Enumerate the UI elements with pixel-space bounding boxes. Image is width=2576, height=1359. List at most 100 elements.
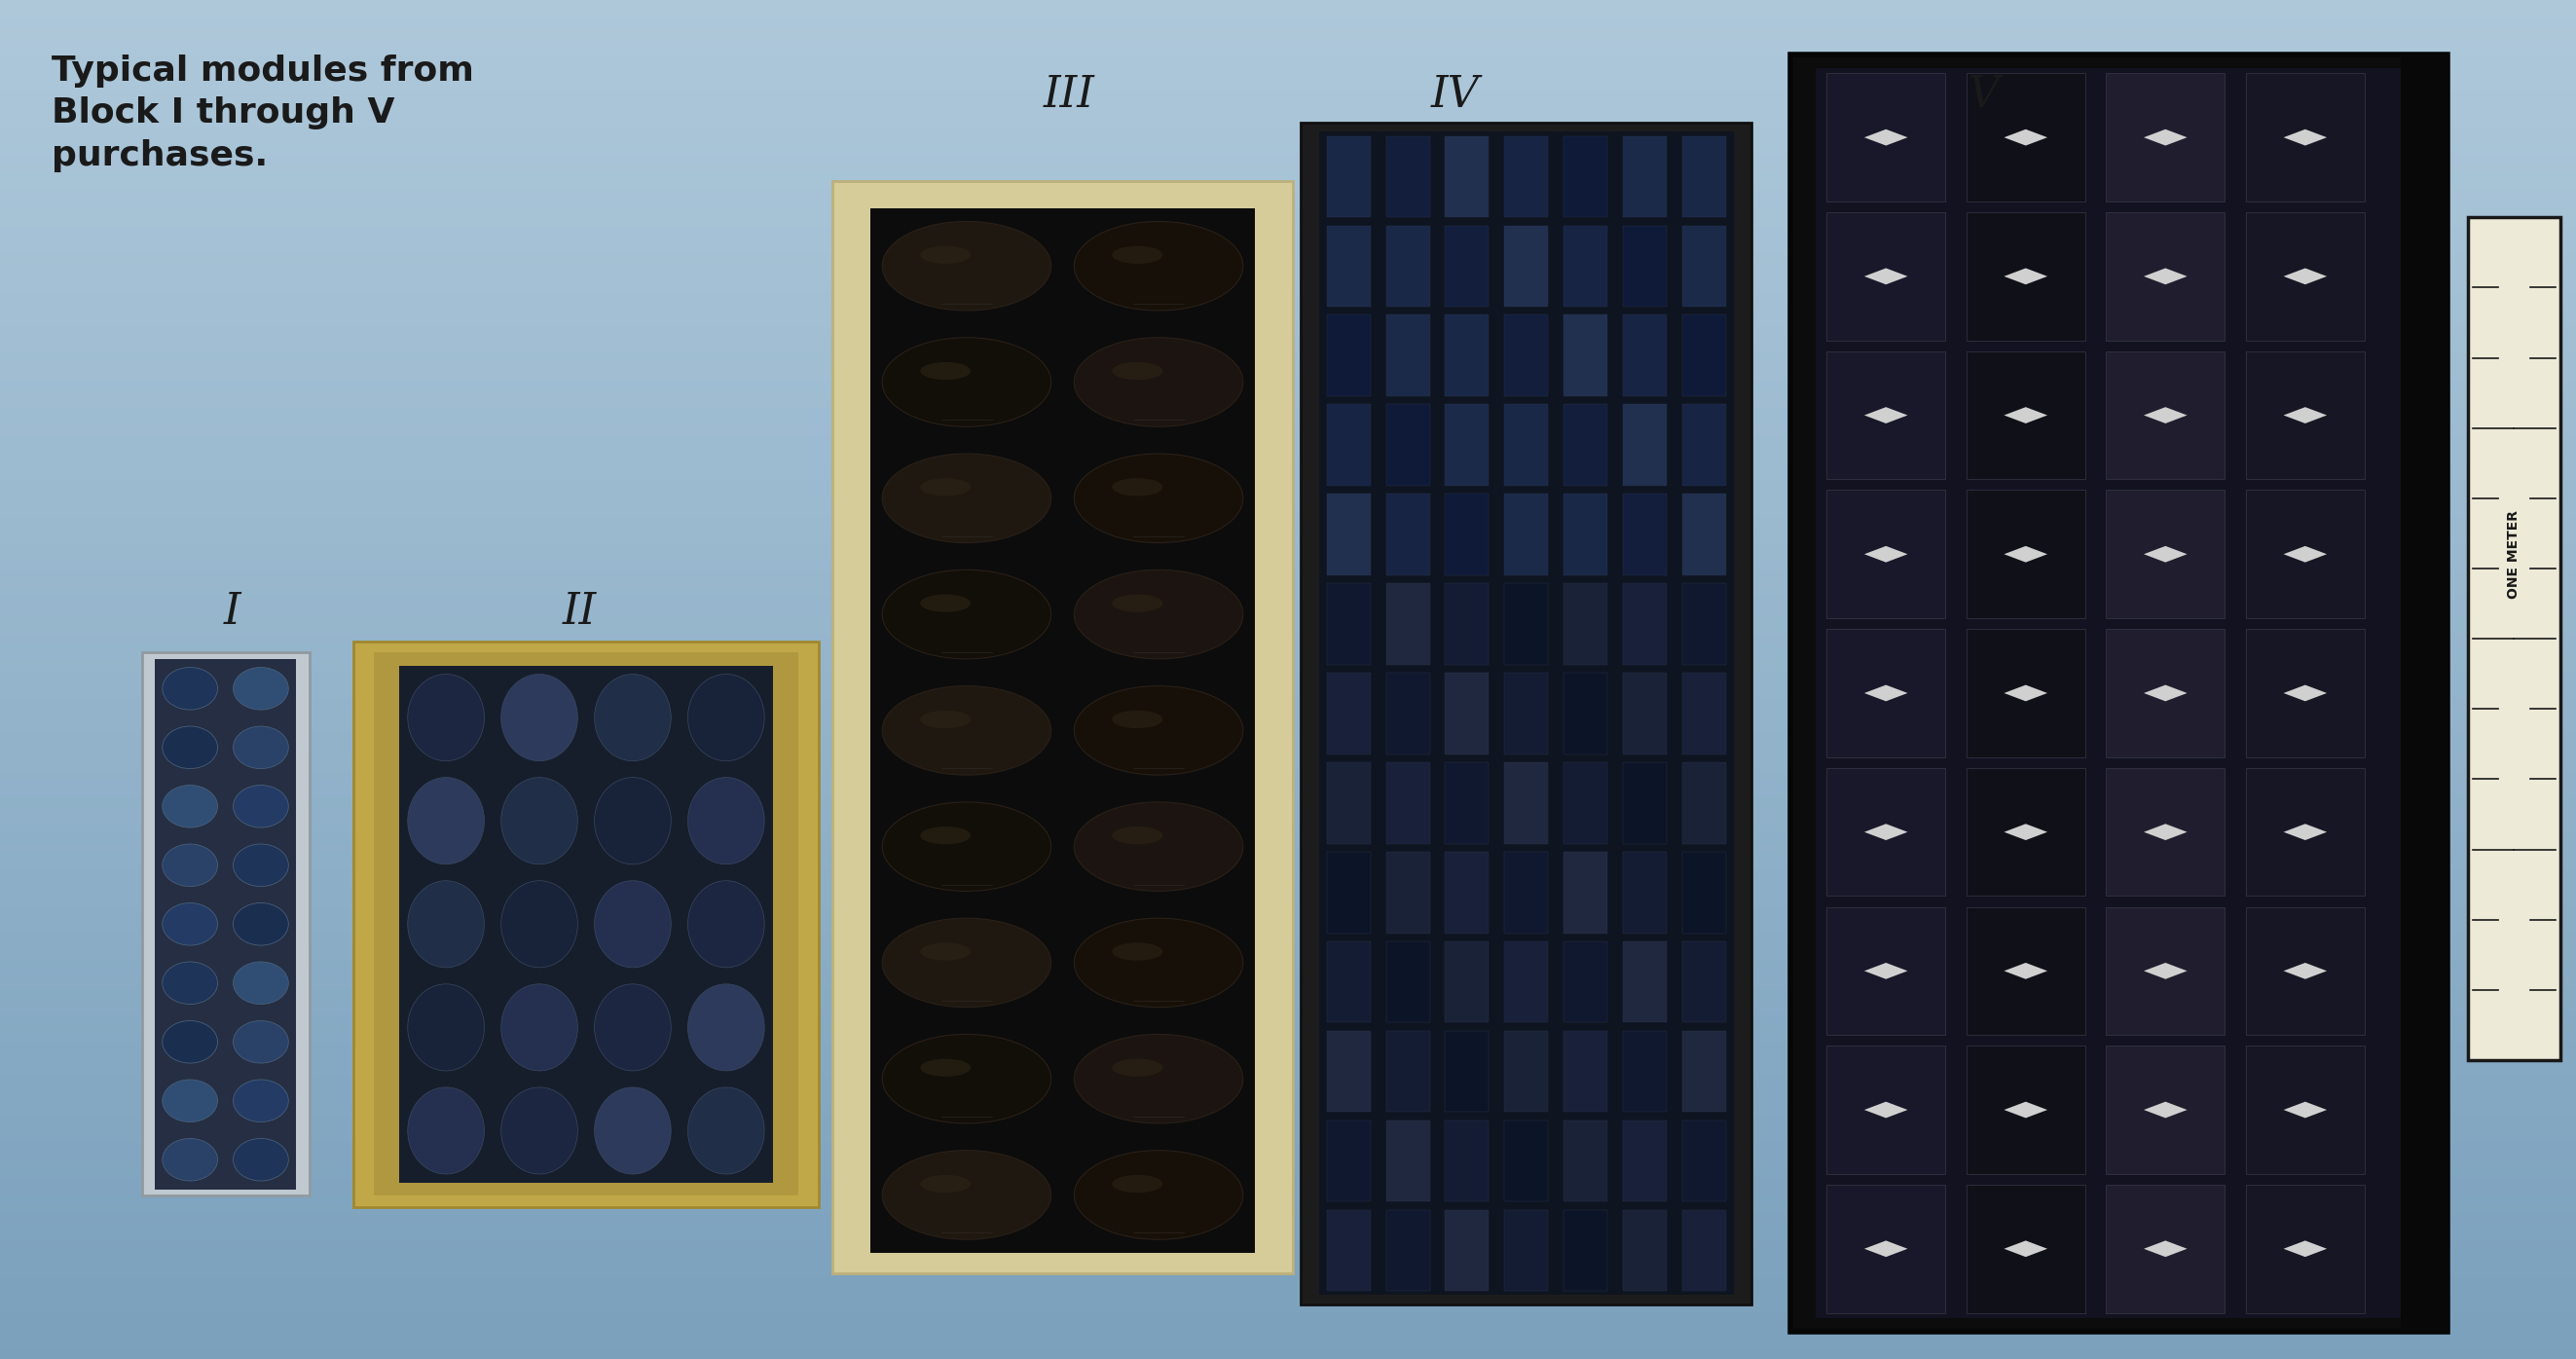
Ellipse shape	[407, 777, 484, 864]
Bar	[0, 173, 2576, 181]
Ellipse shape	[595, 1087, 670, 1174]
Bar	[2107, 1185, 2226, 1313]
Circle shape	[1074, 337, 1244, 427]
Bar	[0, 118, 2576, 126]
Text: III: III	[1043, 75, 1095, 116]
Bar	[0, 1142, 2576, 1151]
Bar	[0, 1332, 2576, 1341]
Ellipse shape	[595, 674, 670, 761]
Bar	[1445, 762, 1489, 844]
Bar	[0, 1223, 2576, 1233]
Bar	[1682, 583, 1726, 665]
Circle shape	[881, 454, 1051, 542]
Ellipse shape	[688, 674, 765, 761]
Bar	[0, 1151, 2576, 1159]
Bar	[1327, 493, 1370, 575]
Bar	[0, 643, 2576, 652]
Bar	[2468, 217, 2561, 1060]
Polygon shape	[2004, 1241, 2048, 1257]
Bar	[0, 1097, 2576, 1105]
Polygon shape	[2143, 685, 2187, 701]
Bar	[0, 262, 2576, 272]
Text: II: II	[562, 591, 598, 632]
Bar	[0, 1105, 2576, 1114]
Bar	[0, 887, 2576, 897]
Bar	[1623, 942, 1667, 1022]
Bar	[0, 353, 2576, 363]
Bar	[0, 779, 2576, 788]
Bar	[0, 662, 2576, 670]
Ellipse shape	[1113, 1176, 1162, 1193]
Bar	[0, 1196, 2576, 1205]
Bar	[1790, 54, 2447, 1332]
Ellipse shape	[1113, 826, 1162, 844]
Bar	[0, 1322, 2576, 1332]
Bar	[1965, 491, 2087, 618]
Ellipse shape	[502, 881, 577, 968]
Bar	[0, 1205, 2576, 1214]
Bar	[0, 1169, 2576, 1178]
Ellipse shape	[162, 726, 216, 769]
Bar	[1826, 629, 1945, 757]
Bar	[0, 0, 2576, 10]
Bar	[1623, 136, 1667, 217]
Bar	[0, 390, 2576, 398]
Ellipse shape	[162, 667, 216, 709]
Bar	[0, 37, 2576, 45]
Bar	[0, 72, 2576, 82]
Bar	[0, 743, 2576, 752]
Ellipse shape	[162, 902, 216, 946]
Bar	[374, 652, 799, 1196]
Bar	[0, 326, 2576, 336]
Bar	[0, 398, 2576, 408]
Ellipse shape	[595, 777, 670, 864]
Circle shape	[1074, 1034, 1244, 1124]
Bar	[1445, 226, 1489, 307]
Bar	[1445, 942, 1489, 1022]
Polygon shape	[2282, 408, 2326, 424]
Ellipse shape	[162, 844, 216, 886]
Bar	[0, 10, 2576, 18]
Bar	[1965, 1185, 2087, 1313]
Bar	[399, 666, 773, 1182]
Bar	[0, 1078, 2576, 1087]
Bar	[1445, 405, 1489, 485]
Polygon shape	[1865, 268, 1909, 284]
Bar	[2246, 491, 2365, 618]
Bar	[1504, 583, 1548, 665]
Bar	[0, 915, 2576, 924]
Circle shape	[881, 222, 1051, 311]
Polygon shape	[2143, 1241, 2187, 1257]
Ellipse shape	[162, 1079, 216, 1123]
Bar	[1826, 212, 1945, 340]
Bar	[1504, 1030, 1548, 1112]
Bar	[1623, 493, 1667, 575]
Bar	[0, 1341, 2576, 1349]
Polygon shape	[2282, 1241, 2326, 1257]
Bar	[1826, 906, 1945, 1036]
Bar	[0, 1114, 2576, 1124]
Bar	[0, 1051, 2576, 1060]
Bar	[2107, 212, 2226, 340]
Ellipse shape	[502, 1087, 577, 1174]
Polygon shape	[2143, 962, 2187, 978]
Bar	[1564, 852, 1607, 934]
Ellipse shape	[162, 1021, 216, 1063]
Bar	[2246, 73, 2365, 201]
Bar	[1623, 1120, 1667, 1201]
Bar	[1327, 136, 1370, 217]
Bar	[0, 200, 2576, 208]
Polygon shape	[2004, 824, 2048, 840]
Bar	[0, 507, 2576, 516]
Bar	[0, 616, 2576, 625]
Bar	[0, 761, 2576, 771]
Bar	[0, 254, 2576, 262]
Circle shape	[1074, 454, 1244, 542]
Ellipse shape	[407, 674, 484, 761]
Polygon shape	[2004, 546, 2048, 563]
Bar	[1682, 673, 1726, 754]
Bar	[0, 317, 2576, 326]
Bar	[1826, 73, 1945, 201]
Bar	[0, 978, 2576, 988]
Bar	[0, 1314, 2576, 1322]
